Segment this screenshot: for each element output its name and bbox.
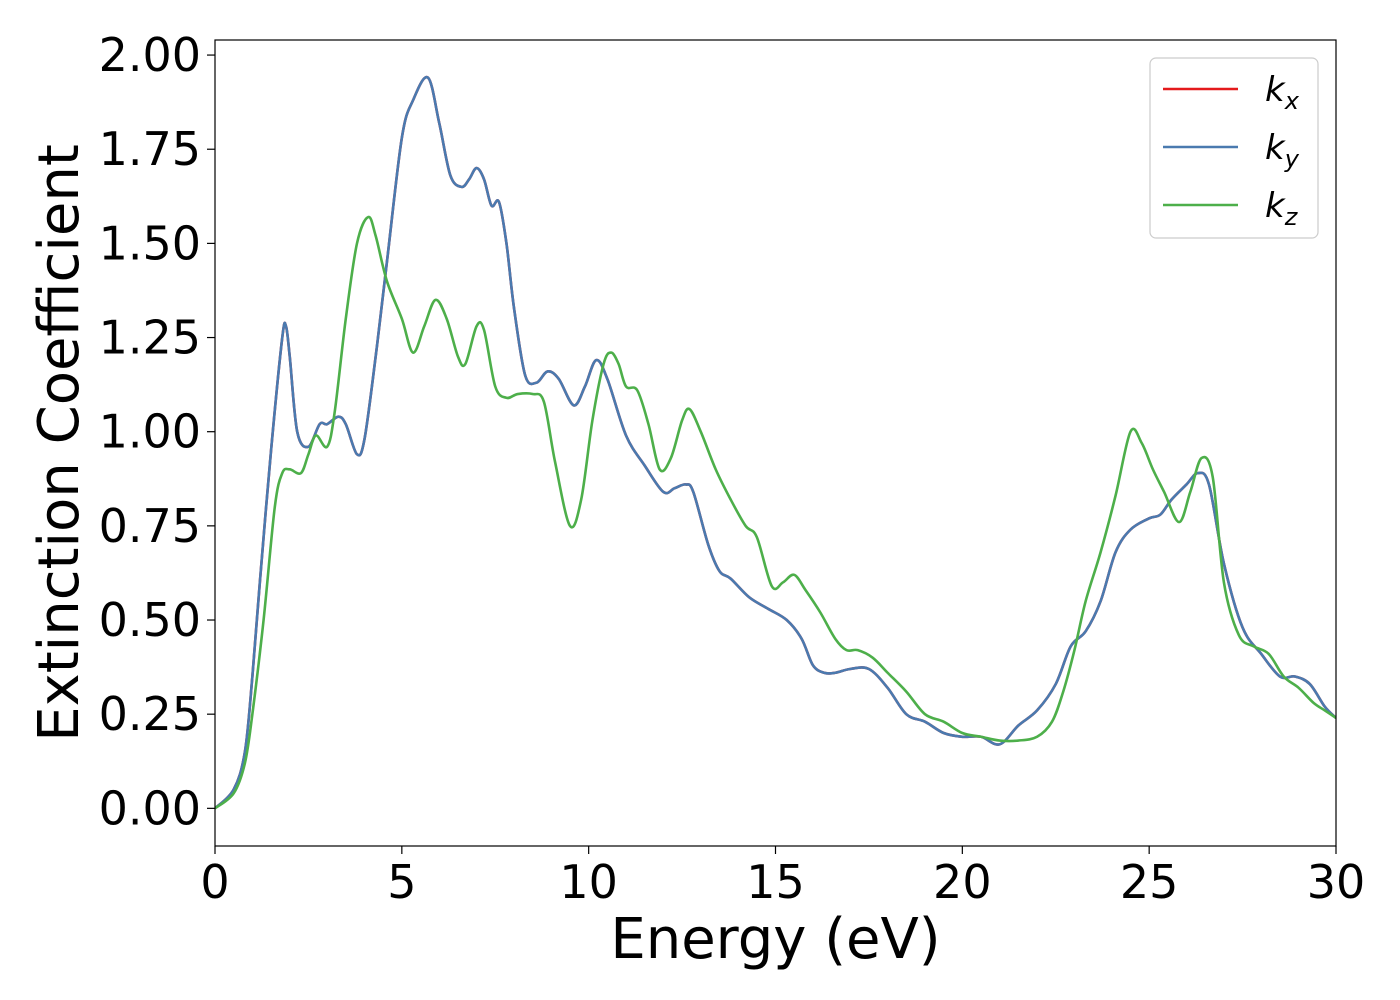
y-tick-label: 0.00 — [99, 781, 201, 835]
x-tick-label: 15 — [746, 855, 805, 909]
legend: kx ky kz — [1149, 57, 1319, 239]
x-tick-label: 30 — [1307, 855, 1366, 909]
y-tick-label: 1.50 — [99, 216, 201, 270]
y-tick-label: 1.00 — [99, 405, 201, 459]
series-line-z — [215, 215, 1336, 810]
tick-layer: 0 5 10 15 20 25 30 0.00 0.25 0.50 0.75 1.00 1.25 1.50… — [99, 28, 1366, 909]
x-tick-label: 10 — [559, 855, 618, 909]
y-tick-label: 1.75 — [99, 122, 201, 176]
y-tick-label: 2.00 — [99, 28, 201, 82]
y-tick-label: 0.50 — [99, 593, 201, 647]
x-tick-label: 25 — [1120, 855, 1179, 909]
y-tick-label: 0.25 — [99, 687, 201, 741]
x-tick-label: 5 — [387, 855, 416, 909]
x-tick-label: 20 — [933, 855, 992, 909]
legend-label-y: ky — [1265, 128, 1300, 173]
y-axis-title: Extinction Coefficient — [27, 144, 92, 742]
y-tick-label: 0.75 — [99, 499, 201, 553]
series-layer — [215, 75, 1336, 810]
y-tick-label: 1.25 — [99, 311, 201, 365]
legend-label-z: kz — [1265, 186, 1299, 231]
x-tick-label: 0 — [200, 855, 229, 909]
x-axis-title: Energy (eV) — [610, 907, 940, 972]
series-line-y — [215, 75, 1336, 810]
legend-label-x: kx — [1265, 70, 1300, 115]
